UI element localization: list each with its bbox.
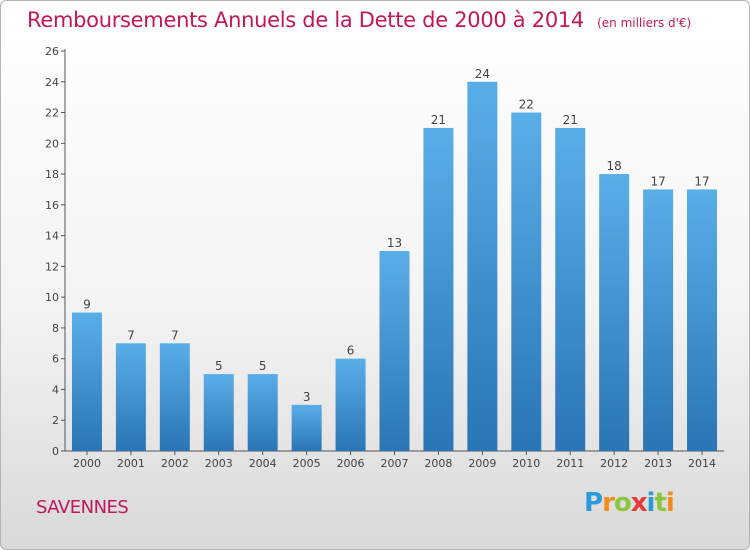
bar-2007 xyxy=(379,251,410,451)
data-label: 13 xyxy=(387,236,402,250)
chart-title: Remboursements Annuels de la Dette de 20… xyxy=(27,8,584,32)
y-tick-label: 24 xyxy=(45,76,59,89)
data-label: 22 xyxy=(519,98,534,112)
data-label: 21 xyxy=(563,113,578,127)
y-tick-label: 8 xyxy=(52,322,59,335)
x-tick-label: 2005 xyxy=(293,457,321,470)
logo-letter: i xyxy=(665,488,675,518)
y-tick-label: 4 xyxy=(52,383,59,396)
x-tick-label: 2004 xyxy=(249,457,277,470)
bar-2011 xyxy=(555,127,586,451)
y-tick-label: 14 xyxy=(45,230,59,243)
x-tick-label: 2001 xyxy=(117,457,145,470)
x-tick-label: 2007 xyxy=(381,457,409,470)
proxiti-logo[interactable]: Proxiti xyxy=(584,488,675,518)
bar-2012 xyxy=(599,174,630,452)
y-tick-label: 12 xyxy=(45,260,59,273)
x-tick-label: 2000 xyxy=(73,457,101,470)
logo-letter: r xyxy=(602,488,615,518)
x-tick-label: 2008 xyxy=(424,457,452,470)
data-label: 18 xyxy=(607,159,622,173)
bar-2013 xyxy=(643,189,674,451)
bar-2003 xyxy=(203,374,234,451)
data-label: 24 xyxy=(475,67,490,81)
data-label: 17 xyxy=(650,174,665,188)
bar-2000 xyxy=(71,312,102,451)
data-label: 5 xyxy=(215,359,223,373)
bar-2005 xyxy=(291,404,322,451)
logo-letter: t xyxy=(654,488,666,518)
bar-2002 xyxy=(159,343,190,451)
y-tick-label: 22 xyxy=(45,107,59,120)
data-label: 3 xyxy=(303,390,311,404)
logo-letter: i xyxy=(646,488,656,518)
x-tick-label: 2012 xyxy=(600,457,628,470)
bar-2010 xyxy=(511,112,542,452)
data-label: 9 xyxy=(83,298,91,312)
bar-2009 xyxy=(467,81,498,452)
data-label: 21 xyxy=(431,113,446,127)
y-tick-label: 16 xyxy=(45,199,59,212)
x-tick-label: 2013 xyxy=(644,457,672,470)
x-tick-label: 2002 xyxy=(161,457,189,470)
y-tick-label: 6 xyxy=(52,353,59,366)
bar-2014 xyxy=(687,189,718,451)
bar-2008 xyxy=(423,127,454,451)
logo-letter: o xyxy=(613,488,632,518)
data-label: 6 xyxy=(347,344,355,358)
bar-2006 xyxy=(335,358,366,451)
logo-letter: x xyxy=(630,488,648,518)
x-tick-label: 2011 xyxy=(556,457,584,470)
town-name: SAVENNES xyxy=(36,497,129,518)
y-tick-label: 10 xyxy=(45,291,59,304)
bar-2001 xyxy=(115,343,146,451)
logo-letter: P xyxy=(584,488,603,518)
chart-unit: (en milliers d'€) xyxy=(597,16,692,30)
x-tick-label: 2010 xyxy=(512,457,540,470)
x-tick-label: 2003 xyxy=(205,457,233,470)
y-tick-label: 2 xyxy=(52,414,59,427)
bar-2004 xyxy=(247,374,278,451)
y-tick-label: 26 xyxy=(45,45,59,58)
data-label: 5 xyxy=(259,359,267,373)
y-tick-label: 0 xyxy=(52,445,59,458)
data-label: 7 xyxy=(127,328,135,342)
chart-title-row: Remboursements Annuels de la Dette de 20… xyxy=(27,8,691,32)
x-tick-label: 2006 xyxy=(337,457,365,470)
x-tick-label: 2009 xyxy=(468,457,496,470)
data-label: 17 xyxy=(694,174,709,188)
x-tick-label: 2014 xyxy=(688,457,716,470)
data-label: 7 xyxy=(171,328,179,342)
y-tick-label: 20 xyxy=(45,137,59,150)
y-tick-label: 18 xyxy=(45,168,59,181)
